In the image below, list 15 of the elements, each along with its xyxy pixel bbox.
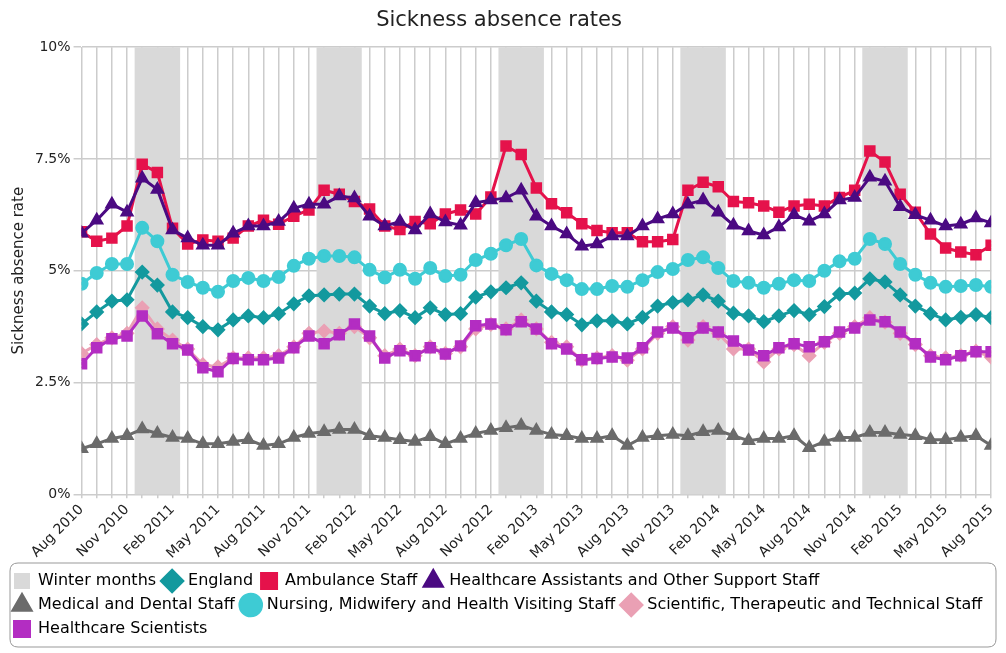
y-tick-label: 7.5%	[34, 149, 71, 166]
legend-label: Ambulance Staff	[285, 570, 419, 590]
y-tick-label: 10%	[39, 37, 71, 54]
legend-label: Medical and Dental Staff	[38, 594, 236, 614]
legend-label: Healthcare Assistants and Other Support Staff	[449, 570, 821, 590]
legend-label: England	[188, 570, 254, 590]
y-axis-title: Sickness absence rate	[8, 186, 27, 355]
y-tick-label: 0%	[48, 484, 71, 501]
y-tick-label: 2.5%	[34, 373, 71, 390]
y-tick-label: 5%	[48, 261, 71, 278]
legend-label: Scientific, Therapeutic and Technical Staff	[647, 594, 984, 614]
legend-label: Winter months	[38, 570, 157, 590]
legend-label: Nursing, Midwifery and Health Visiting Staff	[266, 594, 617, 614]
legend-label: Healthcare Scientists	[38, 618, 208, 638]
chart-title: Sickness absence rates	[376, 7, 622, 32]
